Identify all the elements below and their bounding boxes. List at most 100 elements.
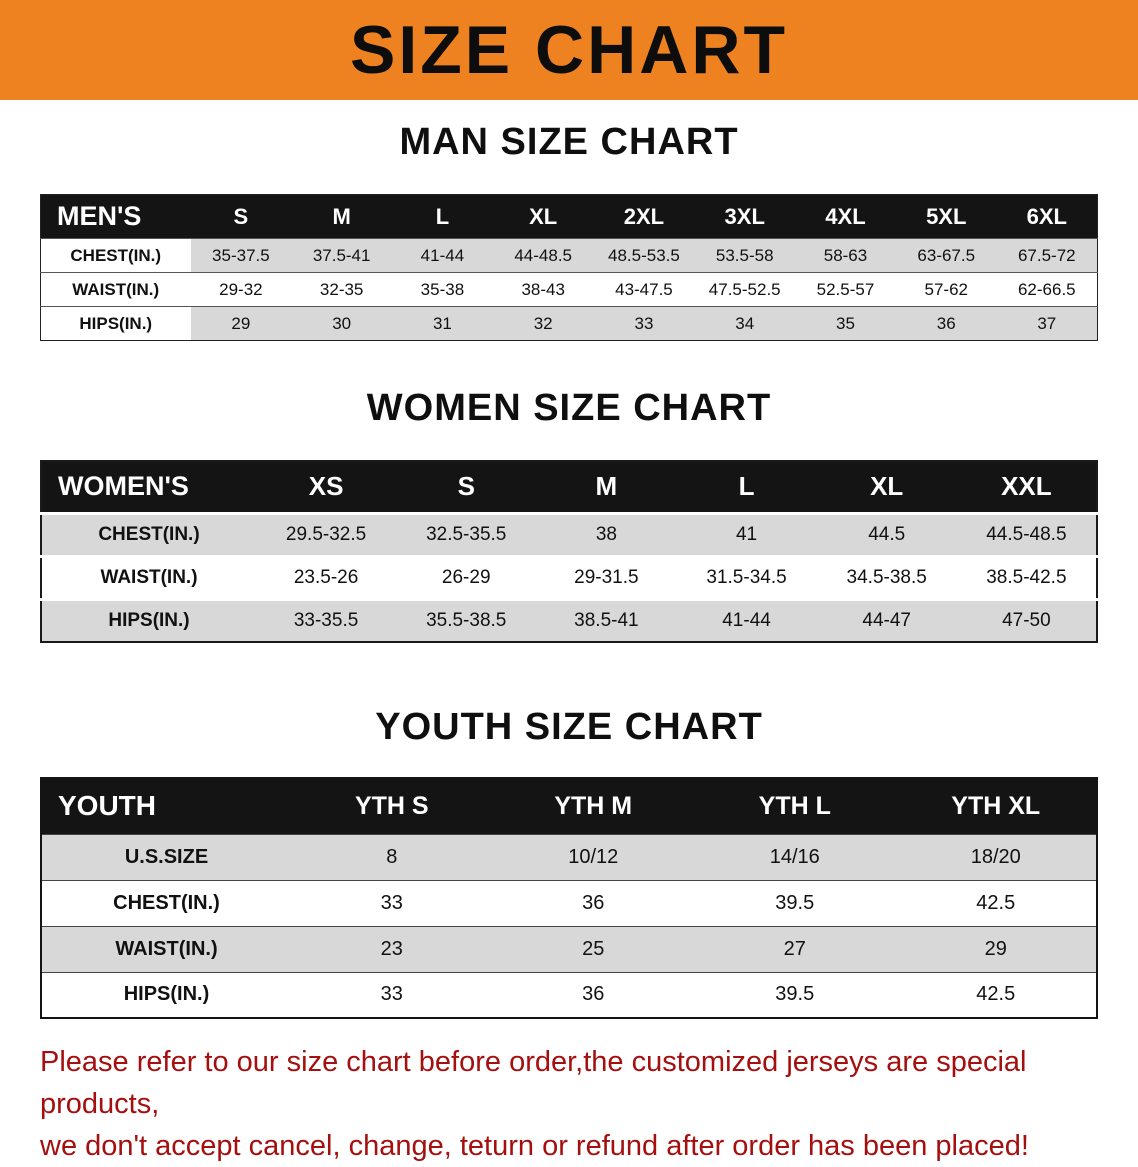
row-label-cell: HIPS(IN.) (40, 306, 191, 341)
row-label-cell: CHEST(IN.) (98, 523, 200, 545)
size-header-cell: XL (870, 471, 904, 502)
value-cell: 29.5-32.5 (285, 523, 367, 545)
value-cell: 35.5-38.5 (426, 609, 507, 631)
youth-section-heading: YOUTH SIZE CHART (375, 706, 763, 748)
table-header-row: MEN'S S M L XL 2XL 3XL 4XL 5XL 6XL (40, 194, 1098, 239)
value-cell: 25 (582, 937, 605, 960)
row-label-cell: CHEST(IN.) (40, 238, 191, 273)
row-label-cell: U.S.SIZE (124, 845, 209, 868)
value-cell: 26-29 (441, 566, 491, 588)
value-cell: 42.5 (976, 983, 1016, 1006)
size-header-cell: L (435, 203, 450, 229)
measurement-row: CHEST(IN.) 29.5-32.5 32.5-35.5 38 41 44.5 44.5… (41, 513, 1097, 556)
value-cell: 32.5-35.5 (426, 523, 507, 545)
size-chart-banner: SIZE CHART (0, 0, 1138, 100)
value-cell: 27 (783, 937, 806, 960)
value-cell: 33 (634, 313, 654, 333)
value-cell: 52.5-57 (816, 279, 875, 299)
value-cell: 33 (380, 983, 403, 1006)
measurement-row: HIPS(IN.) 29 30 31 32 33 34 35 36 37 (40, 306, 1098, 341)
measurement-row: HIPS(IN.) 33 36 39.5 42.5 (41, 972, 1097, 1018)
value-cell: 47.5-52.5 (708, 279, 781, 299)
size-header-cell: 6XL (1026, 203, 1067, 229)
value-cell: 58-63 (823, 245, 868, 265)
size-header-cell: 5XL (926, 203, 967, 229)
measurement-row: U.S.SIZE 8 10/12 14/16 18/20 (41, 834, 1097, 880)
value-cell: 29 (231, 313, 251, 333)
size-header-cell: 3XL (724, 203, 765, 229)
value-cell: 31.5-34.5 (706, 566, 787, 588)
value-cell: 62-66.5 (1017, 279, 1076, 299)
value-cell: 39.5 (775, 983, 815, 1006)
value-cell: 32 (533, 313, 553, 333)
value-cell: 41-44 (722, 609, 771, 631)
size-header-cell: 4XL (825, 203, 866, 229)
value-cell: 36 (936, 313, 956, 333)
value-cell: 33-35.5 (293, 609, 359, 631)
value-cell: 44-47 (862, 609, 911, 631)
value-cell: 14/16 (769, 845, 820, 868)
value-cell: 38 (595, 523, 617, 545)
value-cell: 35-38 (420, 279, 465, 299)
value-cell: 44.5-48.5 (986, 523, 1067, 545)
size-header-cell: YTH M (554, 791, 633, 820)
size-header-cell: XXL (1001, 471, 1052, 502)
value-cell: 67.5-72 (1017, 245, 1076, 265)
value-cell: 29-32 (219, 279, 263, 299)
size-header-cell: M (332, 203, 351, 229)
value-cell: 41 (735, 523, 758, 545)
value-cell: 44-48.5 (514, 245, 573, 265)
row-label-cell: WAIST(IN.) (40, 272, 191, 307)
disclaimer: Please refer to our size chart before or… (0, 1041, 1138, 1167)
row-label-cell: WAIST(IN.) (100, 566, 198, 588)
men-size-table: MEN'S S M L XL 2XL 3XL 4XL 5XL 6XL CHEST(IN.) 35-37… (40, 194, 1098, 341)
size-header-cell: S (233, 203, 249, 229)
value-cell: 8 (386, 845, 398, 868)
measurement-row: WAIST(IN.) 23.5-26 26-29 29-31.5 31.5-34.5 34… (41, 556, 1097, 599)
measurement-row: WAIST(IN.) 29-32 32-35 35-38 38-43 43-47.5 47.… (40, 272, 1098, 307)
value-cell: 41-44 (420, 245, 465, 265)
row-label-cell: CHEST(IN.) (113, 891, 220, 914)
disclaimer-line-1: Please refer to our size chart before or… (40, 1046, 1027, 1120)
value-cell: 48.5-53.5 (608, 245, 680, 265)
value-cell: 38-43 (521, 279, 565, 299)
size-header-cell: M (595, 471, 618, 502)
row-label-cell: HIPS(IN.) (123, 983, 210, 1006)
table-header-row: WOMEN'S XS S M L XL XXL (41, 461, 1097, 513)
value-cell: 37 (1037, 313, 1057, 333)
table-title-cell: MEN'S (57, 201, 142, 231)
measurement-row: CHEST(IN.) 35-37.5 37.5-41 41-44 44-48.5 48.5… (40, 238, 1098, 273)
value-cell: 47-50 (1002, 609, 1051, 631)
table-title-cell: WOMEN'S (58, 471, 189, 502)
disclaimer-line-2: we don't accept cancel, change, teturn o… (40, 1130, 1029, 1162)
value-cell: 23 (380, 937, 403, 960)
value-cell: 43-47.5 (615, 279, 673, 299)
size-header-cell: YTH S (354, 791, 429, 820)
size-header-cell: XL (529, 203, 558, 229)
value-cell: 33 (380, 891, 403, 914)
value-cell: 36 (582, 983, 605, 1006)
value-cell: 32-35 (319, 279, 364, 299)
value-cell: 35-37.5 (212, 245, 270, 265)
value-cell: 37.5-41 (312, 245, 371, 265)
value-cell: 30 (332, 313, 352, 333)
women-section-heading: WOMEN SIZE CHART (366, 387, 772, 429)
youth-size-table: YOUTH YTH S YTH M YTH L YTH XL U.S.SIZE 8 10/12… (40, 777, 1098, 1019)
size-header-cell: YTH XL (951, 791, 1041, 820)
value-cell: 34.5-38.5 (846, 566, 927, 588)
value-cell: 38.5-41 (574, 609, 639, 631)
measurement-row: HIPS(IN.) 33-35.5 35.5-38.5 38.5-41 41-44 44-… (41, 599, 1097, 642)
value-cell: 42.5 (976, 891, 1016, 914)
table-header-row: YOUTH YTH S YTH M YTH L YTH XL (41, 778, 1097, 834)
measurement-row: CHEST(IN.) 33 36 39.5 42.5 (41, 880, 1097, 926)
value-cell: 29 (984, 937, 1007, 960)
value-cell: 18/20 (970, 845, 1021, 868)
value-cell: 38.5-42.5 (986, 566, 1067, 588)
size-header-cell: S (457, 471, 475, 502)
value-cell: 29-31.5 (574, 566, 639, 588)
value-cell: 63-67.5 (917, 245, 976, 265)
value-cell: 39.5 (775, 891, 815, 914)
size-header-cell: YTH L (758, 791, 831, 820)
value-cell: 35 (836, 313, 855, 333)
table-title-cell: YOUTH (58, 790, 156, 822)
